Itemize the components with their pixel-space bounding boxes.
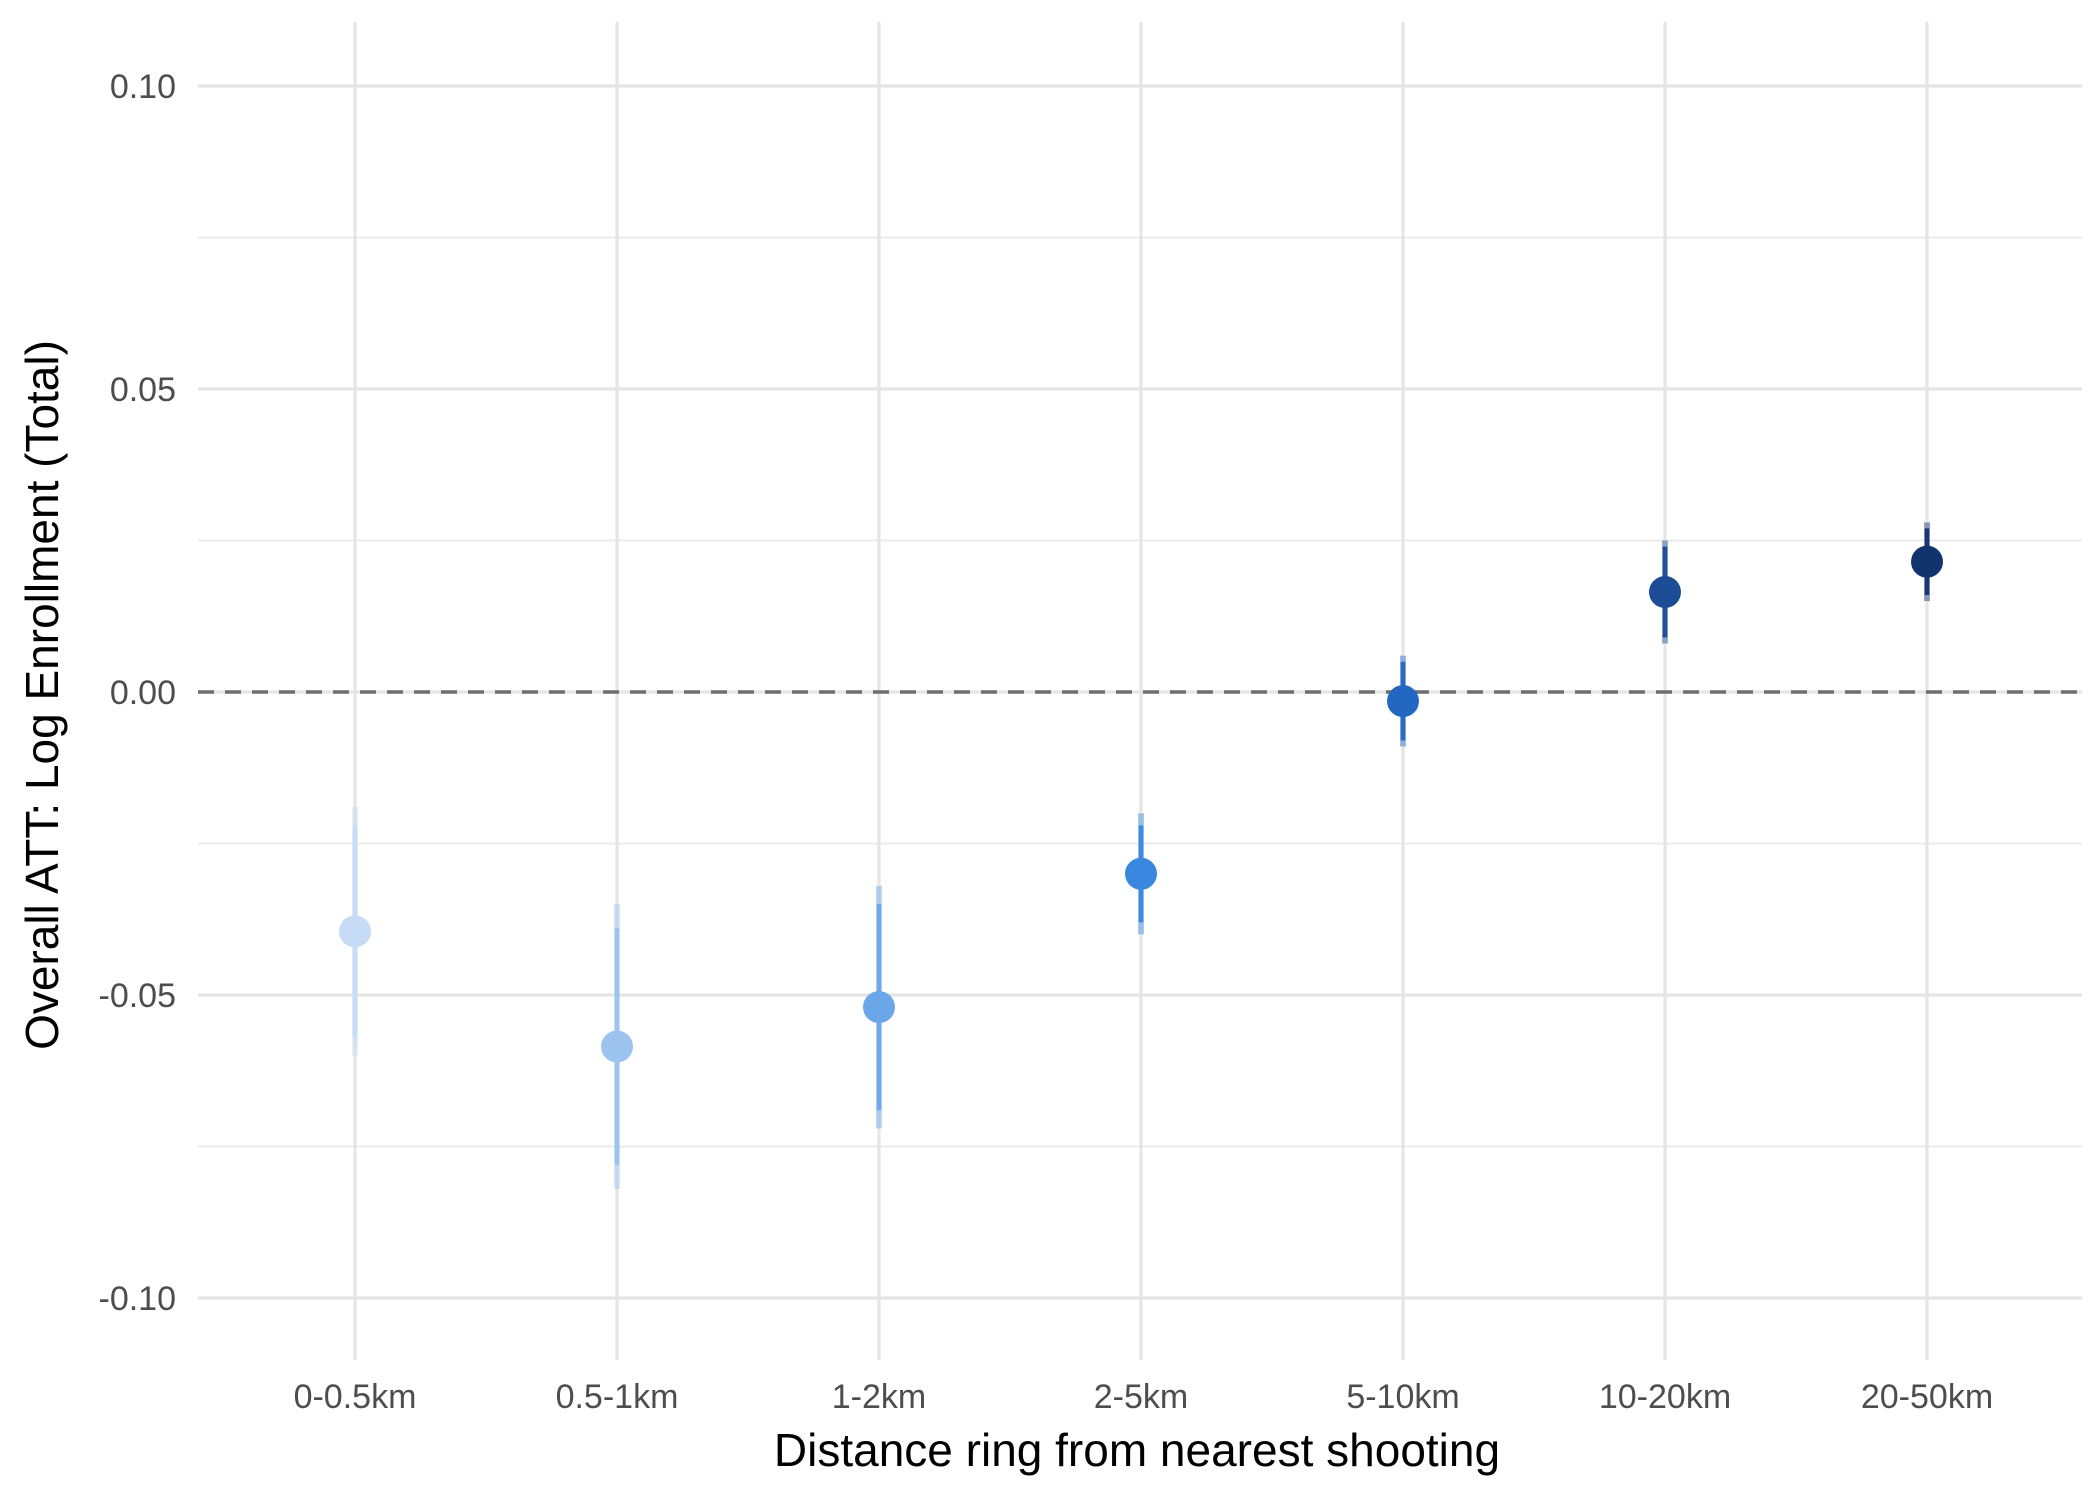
marks-layer (339, 522, 1943, 1189)
point-range-20-50km (1911, 522, 1943, 602)
x-axis-title: Distance ring from nearest shooting (774, 1424, 1500, 1476)
point-estimate (601, 1030, 633, 1063)
point-estimate (863, 991, 895, 1024)
x-tick-label: 10-20km (1599, 1378, 1731, 1416)
point-range-2-5km (1125, 813, 1157, 935)
y-axis-title: Overall ATT: Log Enrollment (Total) (16, 340, 68, 1050)
x-tick-label: 20-50km (1861, 1378, 1993, 1416)
y-tick-label: -0.10 (99, 1280, 177, 1318)
x-tick-label: 5-10km (1346, 1378, 1459, 1416)
x-tick-label: 0-0.5km (294, 1378, 417, 1416)
point-estimate (1125, 857, 1157, 890)
y-tick-label: 0.05 (110, 371, 176, 409)
point-range-5-10km (1387, 655, 1419, 747)
tick-labels-layer: 0.10 0.05 0.00 -0.05 -0.10 0-0.5km 0.5-1km 1-2k… (99, 68, 1994, 1416)
point-range-1-2km (863, 885, 895, 1129)
point-estimate (1387, 685, 1419, 718)
point-estimate (1911, 545, 1943, 578)
point-estimate (1649, 576, 1681, 609)
point-range-0.5-1km (601, 904, 633, 1189)
x-tick-label: 2-5km (1094, 1378, 1188, 1416)
y-tick-label: 0.10 (110, 68, 176, 106)
x-tick-label: 0.5-1km (556, 1378, 679, 1416)
y-tick-label: 0.00 (110, 674, 176, 712)
y-tick-label: -0.05 (99, 977, 177, 1015)
point-estimate (339, 915, 371, 948)
point-range-0-0.5km (339, 807, 371, 1056)
x-tick-label: 1-2km (832, 1378, 926, 1416)
point-range-10-20km (1649, 540, 1681, 644)
